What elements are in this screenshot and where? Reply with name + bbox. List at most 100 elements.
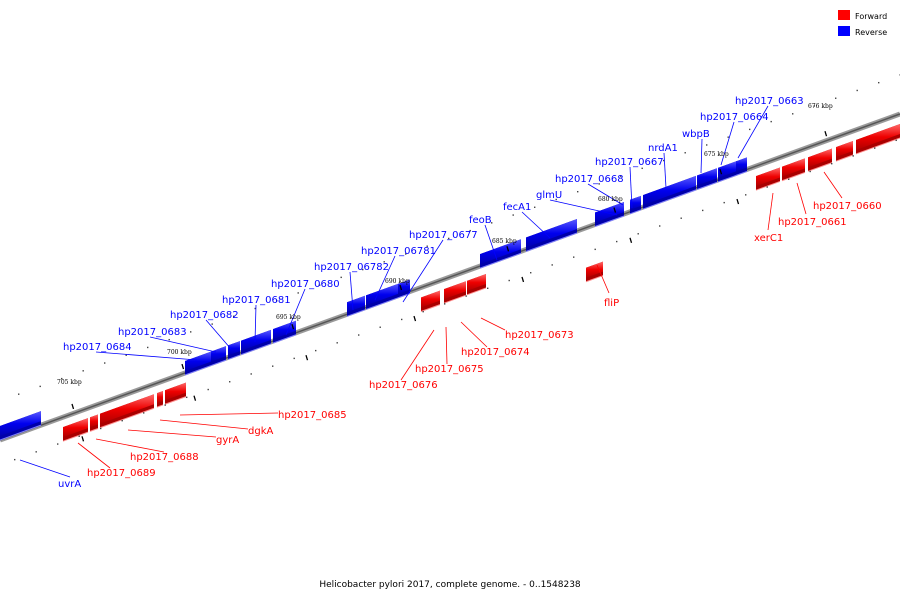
scale-dot	[448, 237, 450, 240]
scale-dot	[727, 136, 729, 138]
leader-line	[205, 319, 232, 350]
scale-dot	[143, 412, 145, 414]
gene-label: xerC1	[754, 233, 783, 244]
reverse-gene	[227, 341, 241, 360]
scale-label: 685 kbp	[492, 238, 517, 245]
scale-tick	[305, 354, 309, 361]
scale-dot	[702, 209, 704, 212]
forward-gene	[855, 124, 900, 155]
legend-reverse-swatch	[838, 26, 850, 36]
scale-dot	[104, 362, 106, 364]
scale-tick	[399, 284, 403, 291]
leader-line	[127, 429, 217, 438]
leader-line	[254, 304, 257, 343]
scale-dot	[379, 326, 381, 328]
scale-dot	[530, 272, 532, 274]
scale-label: 690 kbp	[385, 278, 410, 285]
scale-dot	[121, 419, 123, 422]
reverse-gene	[525, 218, 578, 252]
leader-line	[19, 459, 71, 478]
scale-dot	[598, 183, 600, 185]
scale-dot	[684, 152, 686, 154]
scale-dot	[551, 264, 553, 266]
scale-dot	[336, 342, 338, 344]
scale-dot	[856, 89, 858, 92]
legend-forward-label: Forward	[855, 12, 887, 21]
scale-dot	[35, 451, 37, 453]
leader-line	[95, 351, 198, 361]
scale-dot	[125, 354, 127, 356]
scale-dot	[745, 194, 747, 196]
scale-dot	[422, 310, 424, 313]
scale-dot	[620, 175, 622, 177]
leader-line	[349, 271, 354, 311]
leader-line	[663, 152, 667, 189]
scale-dot	[168, 338, 170, 341]
scale-tick	[613, 207, 617, 213]
scale-dot	[444, 303, 446, 305]
legend: Forward Reverse	[838, 10, 887, 37]
scale-dot	[813, 105, 815, 107]
leader-line	[720, 121, 735, 166]
forward-gene	[443, 281, 467, 304]
reverse-gene	[240, 329, 272, 356]
reverse-gene	[629, 195, 642, 215]
scale-tick	[81, 436, 85, 442]
gene-label: dgkA	[248, 426, 273, 437]
scale-dot	[211, 323, 213, 325]
scale-dot	[362, 268, 364, 271]
scale-dot	[57, 443, 59, 445]
gene-label: hp2017_0660	[813, 201, 882, 212]
scale-dot	[465, 295, 467, 297]
scale-dot	[659, 225, 661, 227]
forward-gene	[156, 390, 164, 408]
scale-dot	[401, 318, 403, 321]
scale-dot	[749, 128, 751, 131]
leader-line	[629, 166, 633, 209]
gene-label: hp2017_06781	[361, 246, 436, 257]
scale-dot	[723, 201, 725, 204]
scale-dot	[792, 113, 794, 115]
scale-dot	[835, 97, 837, 99]
leader-line	[596, 264, 610, 294]
reverse-gene	[696, 168, 718, 191]
scale-dot	[512, 214, 514, 216]
gene-label: fliP	[604, 298, 619, 309]
scale-dot	[680, 217, 682, 219]
gene-label: wbpB	[682, 129, 710, 140]
scale-dot	[186, 396, 188, 399]
scale-dot	[319, 284, 321, 286]
forward-gene	[807, 148, 833, 172]
legend-reverse-label: Reverse	[855, 28, 887, 37]
reverse-gene	[642, 175, 697, 210]
scale-label: 695 kbp	[276, 314, 301, 321]
scale-dot	[508, 279, 510, 282]
scale-dot	[190, 331, 192, 333]
leader-line	[402, 239, 444, 303]
leader-line	[159, 419, 249, 430]
scale-dot	[770, 120, 772, 123]
gene-label: hp2017_0664	[700, 112, 769, 123]
gene-layer	[0, 124, 900, 442]
scale-dot	[254, 307, 256, 310]
leader-line	[149, 336, 217, 353]
forward-gene	[99, 394, 155, 429]
reverse-gene	[210, 346, 227, 367]
scale-dot	[207, 388, 209, 391]
gene-label: gyrA	[216, 435, 239, 446]
leader-line	[737, 105, 769, 159]
scale-dot	[340, 276, 342, 279]
leader-line	[445, 326, 448, 365]
scale-dot	[491, 222, 493, 224]
scale-dot	[405, 253, 407, 255]
gene-label: hp2017_06782	[314, 262, 389, 273]
gene-label: hp2017_0685	[278, 410, 347, 421]
scale-dot	[39, 385, 41, 388]
scale-tick	[824, 130, 828, 137]
reverse-gene	[184, 351, 212, 376]
leader-line	[823, 171, 843, 199]
forward-gene	[89, 414, 99, 432]
scale-tick	[181, 363, 185, 370]
scale-dot	[82, 370, 84, 372]
